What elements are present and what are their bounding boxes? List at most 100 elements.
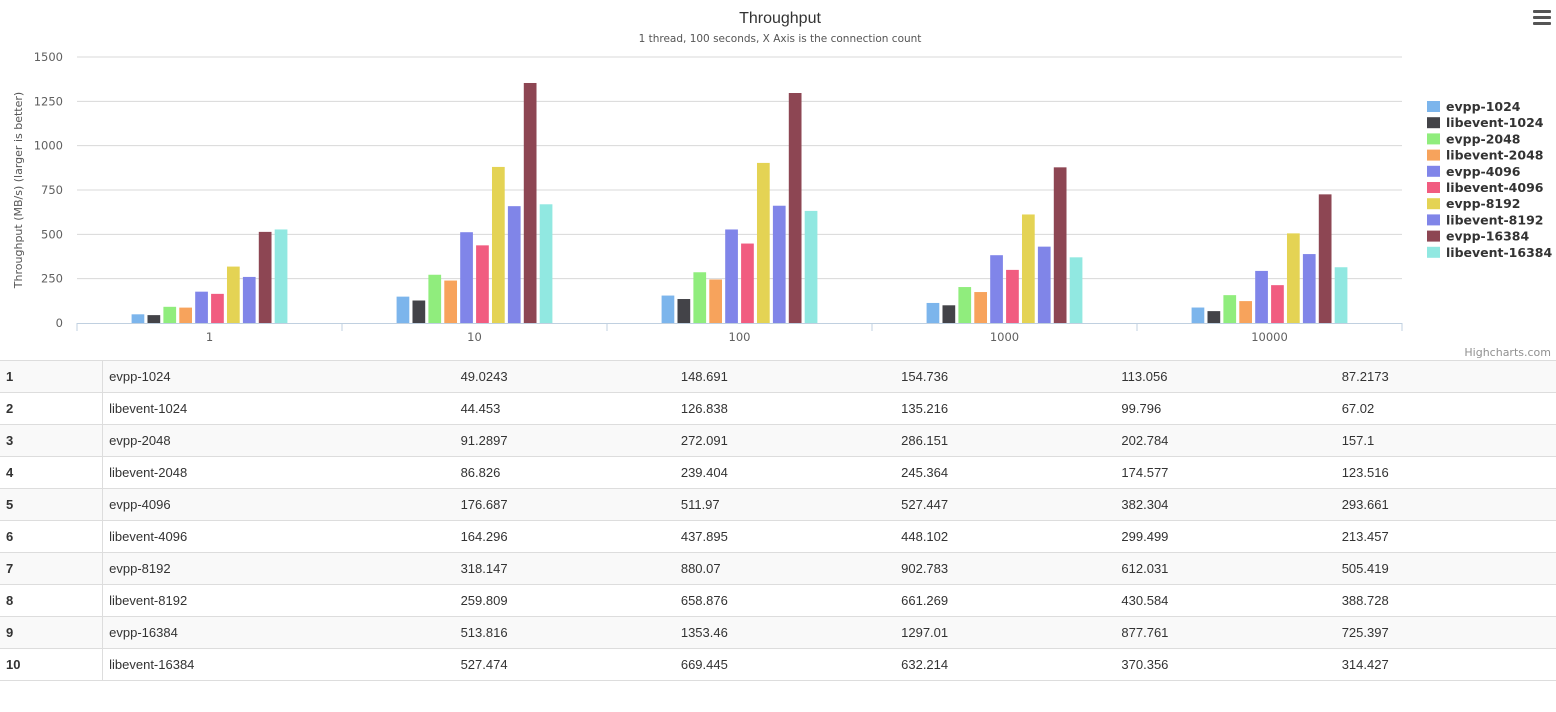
- y-tick-label: 1500: [34, 50, 63, 64]
- bar[interactable]: [788, 93, 802, 323]
- bar[interactable]: [804, 210, 818, 323]
- value-cell: 202.784: [1115, 424, 1336, 457]
- bar[interactable]: [396, 296, 410, 323]
- bar[interactable]: [226, 266, 240, 323]
- bar[interactable]: [1053, 167, 1067, 323]
- bar[interactable]: [693, 272, 707, 323]
- legend-item[interactable]: libevent-2048: [1427, 148, 1543, 163]
- chart-context-menu-button[interactable]: [1533, 10, 1551, 26]
- legend-item[interactable]: evpp-1024: [1427, 99, 1521, 114]
- value-cell: 44.453: [454, 392, 675, 425]
- value-cell: 87.2173: [1335, 360, 1556, 393]
- axes: 0 250 500 750 1000 1250 1500 1 10 100 1000 10000: [34, 50, 1403, 344]
- bar[interactable]: [1286, 233, 1300, 323]
- bar[interactable]: [1239, 301, 1253, 323]
- legend-item[interactable]: evpp-4096: [1427, 164, 1521, 179]
- bar[interactable]: [242, 276, 256, 323]
- value-cell: 49.0243: [454, 360, 675, 393]
- legend-label: evpp-1024: [1446, 99, 1521, 114]
- value-cell: 135.216: [895, 392, 1116, 425]
- bar[interactable]: [211, 293, 224, 323]
- bar[interactable]: [725, 229, 738, 323]
- legend-swatch: [1427, 246, 1440, 258]
- bar[interactable]: [1207, 311, 1221, 323]
- table-row: 7 evpp-8192 318.147 880.07 902.783 612.031 505…: [0, 552, 1556, 585]
- legend-item[interactable]: libevent-1024: [1427, 115, 1544, 130]
- bar[interactable]: [491, 166, 505, 323]
- bar[interactable]: [772, 205, 786, 323]
- x-tick-label: 1000: [990, 330, 1019, 344]
- value-cell: 725.397: [1335, 616, 1556, 649]
- value-cell: 314.427: [1335, 648, 1556, 681]
- highcharts-credits-link[interactable]: Highcharts.com: [1464, 346, 1551, 359]
- bar[interactable]: [990, 255, 1003, 323]
- bars: [131, 82, 1348, 324]
- value-cell: 67.02: [1335, 392, 1556, 425]
- bar[interactable]: [974, 292, 988, 323]
- bar[interactable]: [539, 204, 553, 323]
- bar[interactable]: [926, 302, 940, 323]
- value-cell: 245.364: [895, 456, 1116, 489]
- bar[interactable]: [661, 295, 675, 323]
- value-cell: 880.07: [674, 552, 896, 585]
- legend-swatch: [1427, 214, 1440, 226]
- bar[interactable]: [179, 307, 193, 323]
- bar[interactable]: [131, 314, 145, 323]
- bar[interactable]: [1191, 307, 1205, 323]
- row-number-cell: 8: [0, 584, 104, 617]
- value-cell: 123.516: [1335, 456, 1556, 489]
- value-cell: 370.356: [1115, 648, 1336, 681]
- legend-item[interactable]: evpp-2048: [1427, 131, 1521, 146]
- bar[interactable]: [756, 162, 770, 323]
- bar[interactable]: [444, 280, 458, 323]
- bar[interactable]: [428, 274, 442, 323]
- legend-item[interactable]: evpp-8192: [1427, 196, 1521, 211]
- bar[interactable]: [412, 300, 426, 323]
- legend-swatch: [1427, 117, 1440, 129]
- bar[interactable]: [1334, 267, 1348, 323]
- y-tick-label: 250: [41, 272, 63, 286]
- bar[interactable]: [147, 315, 161, 323]
- bar[interactable]: [274, 229, 288, 323]
- bar[interactable]: [1069, 257, 1083, 323]
- legend-item[interactable]: libevent-16384: [1427, 245, 1552, 260]
- x-tick-label: 10: [467, 330, 482, 344]
- legend-swatch: [1427, 182, 1440, 193]
- bar[interactable]: [1021, 214, 1035, 323]
- value-cell: 239.404: [674, 456, 896, 489]
- bar[interactable]: [709, 279, 723, 323]
- value-cell: 157.1: [1335, 424, 1556, 457]
- bar[interactable]: [1223, 295, 1237, 323]
- y-tick-label: 1000: [34, 139, 63, 153]
- legend-item[interactable]: libevent-4096: [1427, 180, 1544, 195]
- bar[interactable]: [1255, 270, 1268, 323]
- bar[interactable]: [523, 82, 537, 324]
- data-table: 1 evpp-1024 49.0243 148.691 154.736 113.056 87…: [0, 360, 1556, 681]
- bar[interactable]: [1318, 194, 1332, 323]
- legend-label: libevent-8192: [1446, 212, 1543, 227]
- bar[interactable]: [1302, 254, 1316, 323]
- bar[interactable]: [1271, 285, 1284, 323]
- value-cell: 612.031: [1115, 552, 1336, 585]
- bar[interactable]: [677, 299, 691, 323]
- grid-lines: [77, 56, 1402, 280]
- legend-item[interactable]: libevent-8192: [1427, 212, 1543, 227]
- bar[interactable]: [507, 206, 521, 323]
- bar[interactable]: [942, 305, 956, 323]
- bar[interactable]: [741, 243, 754, 323]
- legend-item[interactable]: evpp-16384: [1427, 229, 1529, 244]
- bar[interactable]: [476, 245, 489, 323]
- series-name-cell: evpp-2048: [102, 424, 455, 457]
- bar[interactable]: [163, 306, 177, 323]
- x-tick-label: 10000: [1251, 330, 1288, 344]
- table-row: 6 libevent-4096 164.296 437.895 448.102 299.4…: [0, 520, 1556, 553]
- bar[interactable]: [958, 287, 972, 323]
- bar[interactable]: [1037, 246, 1051, 323]
- bar[interactable]: [1006, 269, 1019, 323]
- bar[interactable]: [258, 231, 272, 323]
- series-name-cell: libevent-8192: [102, 584, 455, 617]
- bar[interactable]: [460, 232, 473, 323]
- row-number-cell: 6: [0, 520, 104, 553]
- bar[interactable]: [195, 291, 208, 323]
